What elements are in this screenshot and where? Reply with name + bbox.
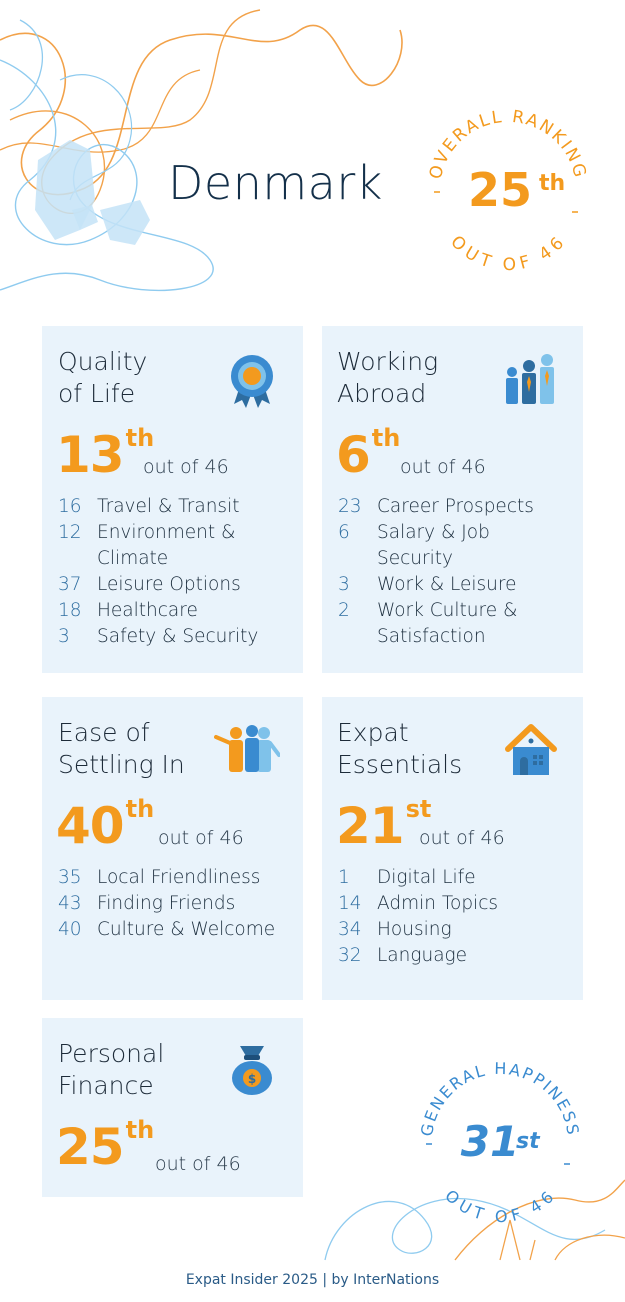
country-title: Denmark [168,156,383,210]
subranking-row: Security [377,548,453,569]
subranking-row: 23 Career Prospects [338,496,534,517]
card-rank: 6th [336,424,401,484]
overall-rank: 25 [468,163,532,217]
happiness-label-bottom: OUT OF 46 [441,1186,556,1226]
svg-text:OUT OF 46: OUT OF 46 [446,232,569,275]
subranking-row: 3 Safety & Security [58,626,259,647]
subranking-row: 32 Language [338,945,468,966]
card-rank: 13th [56,424,155,484]
subranking-row: Satisfaction [377,626,486,647]
card-rank: 25th [56,1116,155,1176]
card-working-abroad: Working Abroad 6th out of 46 23 Career Pro… [322,326,583,673]
overall-rank-suffix: th [539,171,565,196]
subranking-row: 3 Work & Leisure [338,574,517,595]
card-expat-essentials: Expat Essentials 21st out of 46 1 Digital … [322,697,583,1000]
subranking-row: 43 Finding Friends [58,893,236,914]
card-title: Quality of Life [58,347,148,408]
subranking-row: 2 Work Culture & [338,600,518,621]
subranking-row: 35 Local Friendliness [58,867,261,888]
card-ease-of-settling-in: Ease of Settling In 40th out of 46 35 Loca… [42,697,303,1000]
card-subrankings: 16 Travel & Transit 12 Environment & Clima… [58,494,295,650]
card-rank: 21st [336,795,432,855]
happiness-rank-suffix: st [516,1129,541,1154]
card-subrankings: 1 Digital Life 14 Admin Topics 34 Housing 3… [338,865,575,969]
subranking-row: 14 Admin Topics [338,893,499,914]
subranking-row: 40 Culture & Welcome [58,919,276,940]
card-out-of: out of 46 [155,1153,241,1175]
waving-people-icon [214,725,280,772]
card-out-of: out of 46 [143,456,229,478]
card-title: Ease of Settling In [58,718,185,779]
subranking-row: 37 Leisure Options [58,574,241,595]
card-title: Working Abroad [337,347,439,408]
award-ribbon-icon [231,355,273,408]
decorative-scribble-bottom [324,1179,625,1261]
svg-text:OUT OF 46: OUT OF 46 [441,1186,559,1226]
overall-label-bottom: OUT OF 46 [446,232,567,275]
decorative-scribble-top [0,9,403,292]
card-quality-of-life: Quality of Life 13th out of 46 16 Travel &… [42,326,303,673]
subranking-row: 1 Digital Life [338,867,476,888]
house-icon [505,724,557,775]
card-subrankings: 23 Career Prospects 6 Salary & Job Securit… [338,494,575,650]
card-title: Expat Essentials [337,718,463,779]
subranking-row: 6 Salary & Job [338,522,490,543]
footer-credit: Expat Insider 2025 | by InterNations [185,1272,440,1288]
subranking-row: 16 Travel & Transit [58,496,240,517]
business-people-icon [506,354,554,404]
svg-text:$: $ [248,1072,256,1086]
card-out-of: out of 46 [158,827,244,849]
card-out-of: out of 46 [400,456,486,478]
subranking-row: 34 Housing [338,919,452,940]
card-title: Personal Finance [58,1039,165,1100]
card-personal-finance: Personal Finance $ 25th out of 46 [42,1018,303,1197]
general-happiness-badge: GENERAL HAPPINESS OUT OF 46 31 st [417,1059,581,1226]
subranking-row: Climate [97,548,169,569]
happiness-rank: 31 [461,1117,519,1166]
subranking-row: 18 Healthcare [58,600,198,621]
card-subrankings: 35 Local Friendliness 43 Finding Friends 4… [58,865,295,943]
overall-ranking-badge: OVERALL RANKING OUT OF 46 25 th [426,107,588,275]
card-rank: 40th [56,795,155,855]
subranking-row: 12 Environment & [58,522,236,543]
card-out-of: out of 46 [419,827,505,849]
money-bag-icon: $ [232,1046,272,1095]
